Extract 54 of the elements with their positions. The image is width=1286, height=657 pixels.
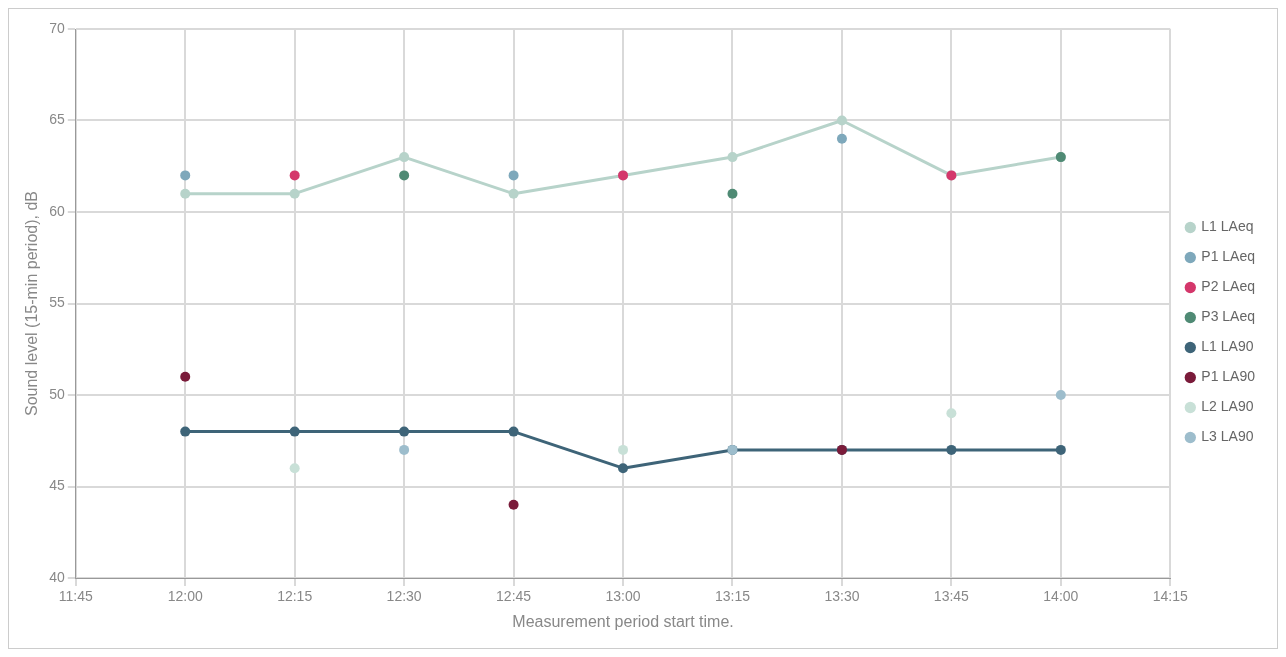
y-tick-label: 70 <box>49 19 65 36</box>
legend-label: P1 LA90 <box>1201 368 1256 385</box>
legend-label: L2 LA90 <box>1201 398 1254 415</box>
y-tick-label: 45 <box>49 477 65 494</box>
x-tick-label: 13:45 <box>933 588 970 605</box>
x-tick-label: 13:00 <box>605 588 641 605</box>
point <box>946 408 957 419</box>
x-tick-label: 12:15 <box>277 588 313 605</box>
point <box>289 463 300 474</box>
legend-label: L1 LAeq <box>1201 218 1254 235</box>
point <box>289 170 300 181</box>
point <box>508 188 519 199</box>
point <box>180 188 191 199</box>
x-axis-title: Measurement period start time. <box>512 612 734 630</box>
x-tick-label: 14:15 <box>1152 588 1189 605</box>
point <box>289 426 300 437</box>
x-tick-label: 13:30 <box>824 588 860 605</box>
y-tick-label: 60 <box>49 202 65 219</box>
legend-label: P2 LAeq <box>1201 278 1256 295</box>
legend-label: L3 LA90 <box>1201 428 1254 445</box>
point <box>946 444 957 455</box>
x-tick-label: 14:00 <box>1043 588 1079 605</box>
point <box>180 426 191 437</box>
point <box>508 170 519 181</box>
x-tick-label: 12:45 <box>496 588 532 605</box>
y-tick-label: 55 <box>49 294 65 311</box>
point <box>727 188 738 199</box>
point <box>1055 390 1066 400</box>
x-tick-label: 12:00 <box>167 588 203 605</box>
legend-label: L1 LA90 <box>1201 338 1254 355</box>
point <box>180 371 191 382</box>
point <box>508 499 519 510</box>
point <box>399 426 410 437</box>
point <box>180 170 191 181</box>
point <box>618 463 629 474</box>
x-tick-label: 11:45 <box>58 588 93 605</box>
point <box>399 152 410 163</box>
y-tick-label: 40 <box>49 568 65 585</box>
point <box>1055 444 1066 455</box>
point <box>836 133 847 144</box>
y-axis-title: Sound level (15-min period), dB <box>23 190 41 417</box>
legend-label: P1 LAeq <box>1201 248 1256 265</box>
x-tick-label: 12:30 <box>386 588 422 605</box>
point <box>727 152 738 163</box>
legend-label: P3 LAeq <box>1201 308 1256 325</box>
point <box>289 188 300 199</box>
y-tick-label: 65 <box>49 111 65 128</box>
point <box>399 444 410 455</box>
point <box>618 444 629 455</box>
point <box>508 426 519 437</box>
x-tick-label: 13:15 <box>714 588 751 605</box>
point <box>399 170 410 181</box>
y-tick-label: 50 <box>49 385 65 402</box>
point <box>836 115 847 126</box>
